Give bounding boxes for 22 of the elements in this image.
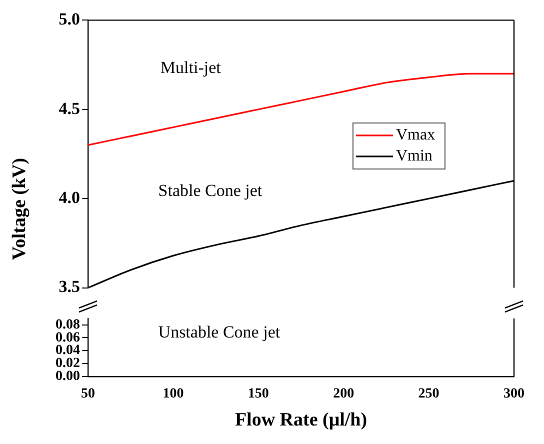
y-tick-label: 0.06 [56, 330, 80, 346]
x-tick-label: 250 [418, 386, 440, 402]
legend-label: Vmin [396, 148, 432, 165]
x-axis-title: Flow Rate (μl/h) [234, 410, 368, 431]
legend-label: Vmax [396, 126, 436, 144]
y-tick-label: 4.0 [58, 188, 80, 207]
y-tick-label: 4.5 [58, 98, 80, 118]
annotation: Stable Cone jet [158, 180, 262, 200]
x-tick-label: 300 [504, 386, 524, 402]
x-tick-label: 150 [248, 386, 269, 402]
y-tick-label: 3.5 [58, 277, 80, 296]
y-tick-label: 5.0 [58, 10, 80, 29]
y-tick-label: 0.02 [56, 356, 80, 372]
y-tick-label: 0.04 [56, 343, 80, 358]
y-axis-title: Voltage (kV) [9, 156, 31, 262]
x-tick-label: 50 [81, 386, 95, 402]
annotation: Unstable Cone jet [158, 322, 280, 342]
annotation: Multi-jet [160, 58, 222, 77]
y-tick-label: 0.00 [56, 369, 80, 384]
x-tick-label: 100 [162, 386, 184, 402]
x-tick-label: 200 [333, 386, 354, 402]
y-tick-label: 0.08 [56, 317, 80, 332]
